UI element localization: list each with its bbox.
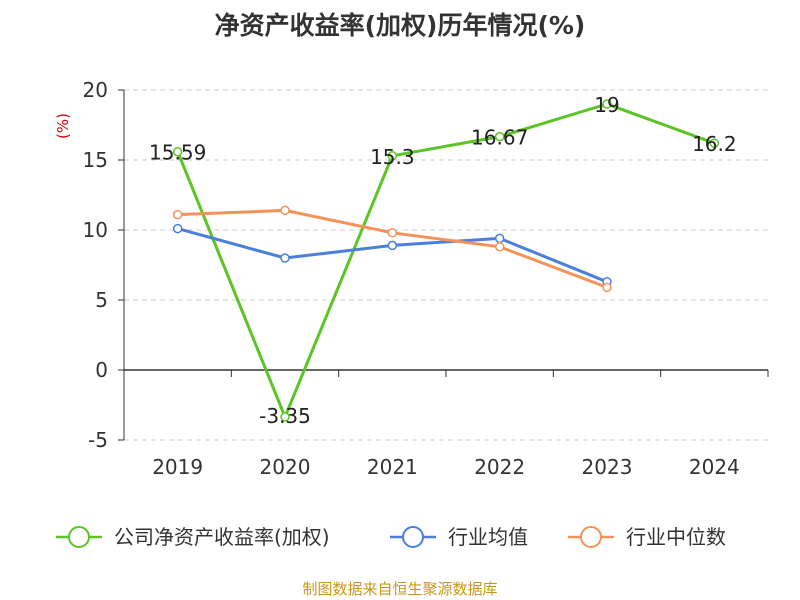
x-tick-label: 2020 (260, 455, 311, 479)
data-label: 15.59 (149, 141, 206, 165)
x-tick-label: 2022 (474, 455, 525, 479)
data-point-series-1 (280, 412, 290, 422)
x-tick-label: 2019 (152, 455, 203, 479)
source-note: 制图数据来自恒生聚源数据库 (302, 580, 498, 598)
data-point-series-3 (602, 282, 612, 293)
data-point-series-2 (172, 223, 183, 234)
data-point-series-1 (172, 146, 183, 157)
data-point-series-2 (280, 253, 290, 263)
data-label: -3.35 (259, 404, 311, 428)
y-tick-label: 5 (95, 288, 108, 312)
data-point-series-1 (494, 131, 505, 142)
data-point-series-1 (387, 151, 398, 161)
y-tick-label: 0 (95, 358, 108, 382)
legend-marker (580, 526, 602, 548)
x-tick-label: 2021 (367, 455, 418, 479)
series-line-1 (176, 102, 715, 419)
data-label: 19 (594, 93, 619, 117)
legend-label: 公司净资产收益率(加权) (114, 525, 330, 549)
data-point-series-3 (172, 209, 183, 220)
legend-label: 行业均值 (448, 525, 528, 549)
y-tick-label: 20 (83, 78, 108, 102)
y-axis-label: (%) (54, 113, 72, 139)
legend-label: 行业中位数 (626, 525, 726, 549)
x-tick-label: 2024 (689, 455, 740, 479)
legend-marker (402, 526, 424, 548)
y-tick-label: 15 (83, 148, 108, 172)
data-label: 16.2 (692, 132, 737, 156)
data-point-series-3 (387, 228, 398, 238)
legend-marker (68, 526, 90, 548)
data-point-series-3 (494, 242, 505, 252)
y-tick-label: -5 (88, 428, 108, 452)
data-label: 16.67 (471, 126, 528, 150)
data-point-series-1 (602, 99, 612, 109)
y-tick-label: 10 (83, 218, 108, 242)
chart-title: 净资产收益率(加权)历年情况(%) (214, 11, 586, 40)
data-point-series-1 (709, 138, 720, 148)
data-point-series-2 (387, 240, 398, 251)
data-point-series-2 (494, 233, 505, 244)
data-point-series-3 (280, 205, 290, 216)
x-tick-label: 2023 (582, 455, 633, 479)
data-label: 15.3 (370, 145, 415, 169)
